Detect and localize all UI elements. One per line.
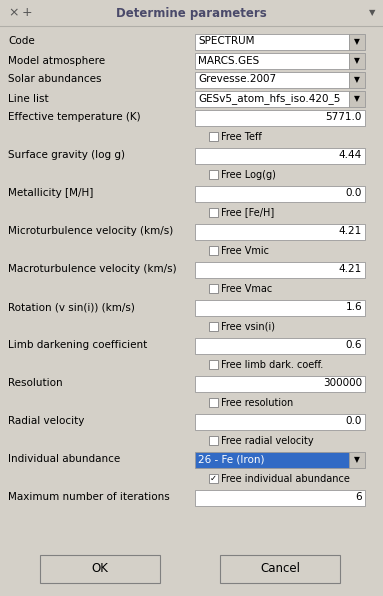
Text: Determine parameters: Determine parameters <box>116 7 267 20</box>
Text: 0.0: 0.0 <box>345 188 362 198</box>
Text: Free Vmac: Free Vmac <box>221 284 272 293</box>
Text: Grevesse.2007: Grevesse.2007 <box>198 74 276 85</box>
Text: Free vsin(i): Free vsin(i) <box>221 321 275 331</box>
Text: Free individual abundance: Free individual abundance <box>221 473 350 483</box>
Text: 300000: 300000 <box>323 378 362 389</box>
Bar <box>349 452 365 467</box>
Bar <box>349 33 365 49</box>
Text: Free resolution: Free resolution <box>221 398 293 408</box>
Bar <box>195 91 349 107</box>
Text: 4.21: 4.21 <box>339 226 362 237</box>
Text: 0.6: 0.6 <box>345 340 362 350</box>
Text: Free Vmic: Free Vmic <box>221 246 269 256</box>
Bar <box>195 337 365 353</box>
Text: Free Teff: Free Teff <box>221 132 262 141</box>
Bar <box>195 452 349 467</box>
Text: 0.0: 0.0 <box>345 417 362 427</box>
Text: Macroturbulence velocity (km/s): Macroturbulence velocity (km/s) <box>8 265 177 275</box>
Text: 26 - Fe (Iron): 26 - Fe (Iron) <box>198 455 265 464</box>
Text: 4.44: 4.44 <box>339 151 362 160</box>
Text: ▼: ▼ <box>354 455 360 464</box>
Text: Microturbulence velocity (km/s): Microturbulence velocity (km/s) <box>8 226 173 237</box>
Text: Free radial velocity: Free radial velocity <box>221 436 314 445</box>
Bar <box>209 474 218 483</box>
Text: Effective temperature (K): Effective temperature (K) <box>8 113 141 123</box>
Bar <box>209 170 218 179</box>
Bar <box>195 52 349 69</box>
Bar <box>209 322 218 331</box>
Bar <box>195 375 365 392</box>
Bar <box>209 398 218 407</box>
Text: Free limb dark. coeff.: Free limb dark. coeff. <box>221 359 323 370</box>
Bar <box>220 555 340 583</box>
Bar <box>40 555 160 583</box>
Bar <box>209 208 218 217</box>
Text: ✓: ✓ <box>210 474 217 483</box>
Bar <box>209 436 218 445</box>
Bar <box>195 300 365 315</box>
Text: 6: 6 <box>355 492 362 502</box>
Text: Resolution: Resolution <box>8 378 63 389</box>
Bar <box>349 72 365 88</box>
Text: MARCS.GES: MARCS.GES <box>198 55 259 66</box>
Text: OK: OK <box>92 563 108 576</box>
Bar <box>195 262 365 278</box>
Bar <box>0 0 383 26</box>
Text: ▼: ▼ <box>368 8 375 17</box>
Text: Radial velocity: Radial velocity <box>8 417 84 427</box>
Bar <box>209 132 218 141</box>
Bar <box>349 91 365 107</box>
Text: Rotation (v sin(i)) (km/s): Rotation (v sin(i)) (km/s) <box>8 303 135 312</box>
Bar <box>209 360 218 369</box>
Bar <box>195 489 365 505</box>
Bar <box>195 147 365 163</box>
Bar <box>195 110 365 126</box>
Text: Metallicity [M/H]: Metallicity [M/H] <box>8 188 93 198</box>
Bar <box>195 414 365 430</box>
Text: 1.6: 1.6 <box>345 303 362 312</box>
Text: Code: Code <box>8 36 35 46</box>
Text: ▼: ▼ <box>354 56 360 65</box>
Text: Surface gravity (log g): Surface gravity (log g) <box>8 151 125 160</box>
Text: Model atmosphere: Model atmosphere <box>8 55 105 66</box>
Bar <box>349 52 365 69</box>
Text: 5771.0: 5771.0 <box>326 113 362 123</box>
Bar <box>195 33 349 49</box>
Bar <box>195 185 365 201</box>
Text: ▼: ▼ <box>354 75 360 84</box>
Text: GESv5_atom_hfs_iso.420_5: GESv5_atom_hfs_iso.420_5 <box>198 93 340 104</box>
Bar <box>209 246 218 255</box>
Text: Line list: Line list <box>8 94 49 104</box>
Text: SPECTRUM: SPECTRUM <box>198 36 254 46</box>
Bar <box>195 72 349 88</box>
Text: ▼: ▼ <box>354 37 360 46</box>
Text: ▼: ▼ <box>354 94 360 103</box>
Text: Maximum number of iterations: Maximum number of iterations <box>8 492 170 502</box>
Text: Individual abundance: Individual abundance <box>8 455 120 464</box>
Bar <box>209 284 218 293</box>
Text: Solar abundances: Solar abundances <box>8 74 101 85</box>
Text: Free [Fe/H]: Free [Fe/H] <box>221 207 274 218</box>
Text: ×: × <box>8 7 18 20</box>
Text: 4.21: 4.21 <box>339 265 362 275</box>
Text: Cancel: Cancel <box>260 563 300 576</box>
Text: Free Log(g): Free Log(g) <box>221 169 276 179</box>
Text: Limb darkening coefficient: Limb darkening coefficient <box>8 340 147 350</box>
Text: +: + <box>22 7 33 20</box>
Bar <box>195 224 365 240</box>
